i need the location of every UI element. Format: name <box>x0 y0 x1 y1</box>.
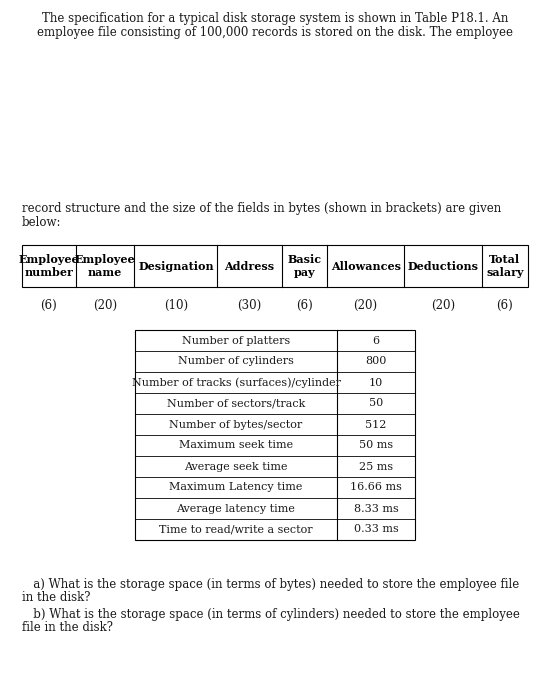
Text: 50 ms: 50 ms <box>359 441 393 450</box>
Text: Number of cylinders: Number of cylinders <box>178 356 294 367</box>
Bar <box>22 245 528 287</box>
Text: Number of bytes/sector: Number of bytes/sector <box>169 419 302 430</box>
Text: record structure and the size of the fields in bytes (shown in brackets) are giv: record structure and the size of the fie… <box>22 202 501 215</box>
Text: Average seek time: Average seek time <box>184 462 288 471</box>
Bar <box>135 330 415 540</box>
Text: 6: 6 <box>372 336 379 345</box>
Text: 0.33 ms: 0.33 ms <box>354 525 398 534</box>
Text: (30): (30) <box>238 298 262 311</box>
Text: Average latency time: Average latency time <box>177 504 295 513</box>
Text: a) What is the storage space (in terms of bytes) needed to store the employee fi: a) What is the storage space (in terms o… <box>22 578 519 591</box>
Text: 10: 10 <box>369 378 383 388</box>
Text: 8.33 ms: 8.33 ms <box>354 504 398 513</box>
Text: (20): (20) <box>93 298 117 311</box>
Text: Maximum seek time: Maximum seek time <box>179 441 293 450</box>
Text: The specification for a typical disk storage system is shown in Table P18.1. An: The specification for a typical disk sto… <box>42 12 508 25</box>
Text: (20): (20) <box>354 298 378 311</box>
Text: b) What is the storage space (in terms of cylinders) needed to store the employe: b) What is the storage space (in terms o… <box>22 608 520 621</box>
Text: Total
salary: Total salary <box>486 254 524 278</box>
Text: Basic
pay: Basic pay <box>287 254 321 278</box>
Text: Number of platters: Number of platters <box>182 336 290 345</box>
Text: below:: below: <box>22 216 62 229</box>
Text: Time to read/write a sector: Time to read/write a sector <box>159 525 313 534</box>
Text: 50: 50 <box>369 399 383 408</box>
Text: (6): (6) <box>41 298 57 311</box>
Text: Number of tracks (surfaces)/cylinder: Number of tracks (surfaces)/cylinder <box>131 377 340 388</box>
Text: 16.66 ms: 16.66 ms <box>350 482 402 493</box>
Text: in the disk?: in the disk? <box>22 591 91 604</box>
Text: Allowances: Allowances <box>331 260 400 271</box>
Text: Designation: Designation <box>138 260 214 271</box>
Text: Number of sectors/track: Number of sectors/track <box>167 399 305 408</box>
Text: Maximum Latency time: Maximum Latency time <box>169 482 302 493</box>
Text: Employee
name: Employee name <box>75 254 135 278</box>
Text: 25 ms: 25 ms <box>359 462 393 471</box>
Text: Deductions: Deductions <box>408 260 478 271</box>
Text: (6): (6) <box>497 298 513 311</box>
Text: Employee
number: Employee number <box>19 254 79 278</box>
Text: employee file consisting of 100,000 records is stored on the disk. The employee: employee file consisting of 100,000 reco… <box>37 26 513 39</box>
Text: (6): (6) <box>296 298 312 311</box>
Text: Address: Address <box>224 260 274 271</box>
Text: (20): (20) <box>431 298 455 311</box>
Text: (10): (10) <box>164 298 188 311</box>
Text: file in the disk?: file in the disk? <box>22 621 113 634</box>
Text: 512: 512 <box>365 419 387 430</box>
Text: 800: 800 <box>365 356 387 367</box>
